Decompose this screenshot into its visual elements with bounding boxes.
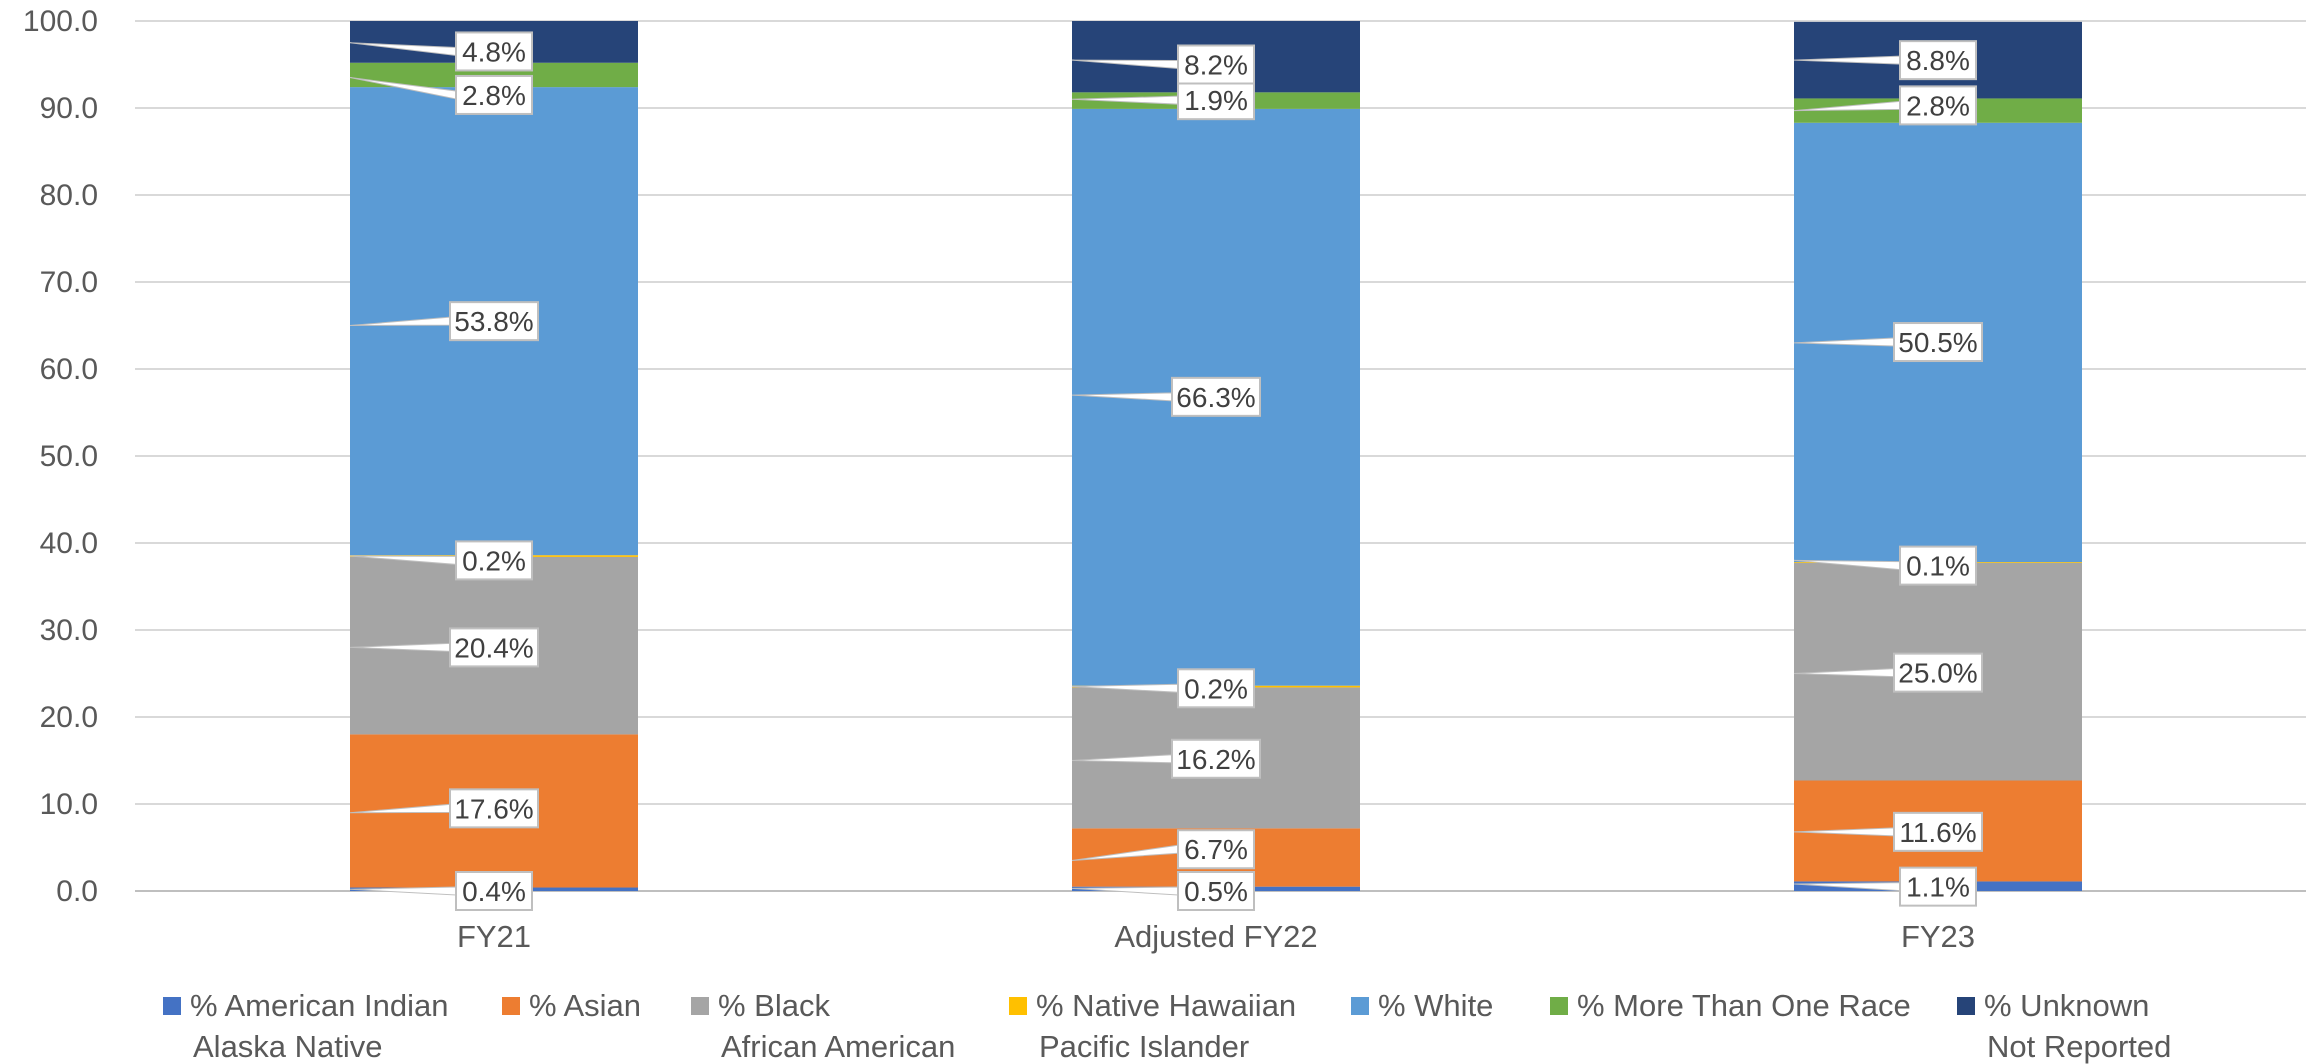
y-tick-label: 0.0 — [56, 875, 98, 908]
data-label: 53.8% — [454, 306, 533, 337]
legend-label: % Unknown — [1984, 988, 2149, 1023]
data-label-box — [455, 74, 533, 115]
y-tick-label: 70.0 — [40, 266, 98, 299]
legend-item[interactable]: % American Indian Alaska Native — [163, 988, 448, 1064]
y-tick-label: 40.0 — [40, 527, 98, 560]
data-label: 2.8% — [1906, 90, 1970, 121]
data-label-box — [455, 31, 533, 72]
data-label: 8.8% — [1906, 45, 1970, 76]
y-axis: 0.0 10.0 20.0 30.0 40.0 50.0 60.0 70.0 80.0 90.0 1… — [23, 5, 98, 908]
data-label-box — [1177, 871, 1255, 911]
legend-item[interactable]: % Native Hawaiian Pacific Islander — [1009, 988, 1296, 1064]
x-category-label: FY21 — [457, 919, 531, 954]
y-tick-label: 10.0 — [40, 788, 98, 821]
data-label-box — [1893, 322, 1983, 363]
legend-item[interactable]: % More Than One Race — [1550, 988, 1911, 1023]
x-category-label: Adjusted FY22 — [1114, 919, 1317, 954]
data-label-box — [1177, 829, 1255, 870]
data-label-box — [1899, 85, 1977, 126]
legend-swatch — [1009, 997, 1027, 1015]
legend-label: Alaska Native — [193, 1029, 383, 1064]
data-label-box — [1177, 44, 1255, 85]
data-label-box — [1899, 545, 1977, 586]
legend-item[interactable]: % Unknown Not Reported — [1957, 988, 2171, 1064]
data-label: 25.0% — [1898, 658, 1977, 689]
data-label: 2.8% — [462, 80, 526, 111]
legend-label: % Asian — [529, 988, 641, 1023]
data-label: 17.6% — [454, 793, 533, 824]
legend: % American Indian Alaska Native % Asian % B… — [163, 988, 2171, 1064]
data-label: 0.1% — [1906, 551, 1970, 582]
data-label: 50.5% — [1898, 327, 1977, 358]
x-axis: FY21 Adjusted FY22 FY23 — [457, 919, 1975, 954]
legend-item[interactable]: % Black African American — [691, 988, 955, 1064]
legend-swatch — [1957, 997, 1975, 1015]
data-label: 0.5% — [1184, 876, 1248, 907]
y-tick-label: 20.0 — [40, 701, 98, 734]
data-label: 6.7% — [1184, 834, 1248, 865]
data-label-box — [1899, 40, 1977, 81]
legend-swatch — [163, 997, 181, 1015]
legend-swatch — [502, 997, 520, 1015]
legend-swatch — [691, 997, 709, 1015]
x-category-label: FY23 — [1901, 919, 1975, 954]
legend-label: African American — [721, 1029, 955, 1064]
legend-label: % White — [1378, 988, 1493, 1023]
data-label: 20.4% — [454, 632, 533, 663]
data-label: 66.3% — [1176, 382, 1255, 413]
y-tick-label: 60.0 — [40, 353, 98, 386]
data-label-box — [1171, 738, 1261, 779]
legend-label: % Native Hawaiian — [1036, 988, 1296, 1023]
legend-label: % More Than One Race — [1577, 988, 1911, 1023]
legend-item[interactable]: % Asian — [502, 988, 641, 1023]
data-label: 16.2% — [1176, 744, 1255, 775]
y-tick-label: 100.0 — [23, 5, 98, 38]
data-label-box — [1893, 811, 1983, 852]
data-label-box — [449, 301, 539, 342]
data-label: 0.2% — [1184, 673, 1248, 704]
data-label: 1.1% — [1906, 872, 1970, 903]
y-tick-label: 80.0 — [40, 179, 98, 212]
legend-label: % Black — [718, 988, 830, 1023]
data-labels: 0.4% 17.6% 20.4% 0.2% 53.8% 2.8% 4.8% 0.5% 6.7% 1… — [349, 31, 1983, 911]
legend-swatch — [1550, 997, 1568, 1015]
y-tick-label: 90.0 — [40, 92, 98, 125]
data-label: 1.9% — [1184, 85, 1248, 116]
data-label-box — [1177, 668, 1255, 709]
data-label-box — [1171, 376, 1261, 417]
legend-swatch — [1351, 997, 1369, 1015]
data-label: 0.2% — [462, 545, 526, 576]
data-label-box — [455, 871, 533, 911]
y-tick-label: 50.0 — [40, 440, 98, 473]
legend-label: % American Indian — [190, 988, 448, 1023]
legend-label: Not Reported — [1987, 1029, 2171, 1064]
data-label-box — [1899, 866, 1977, 907]
y-tick-label: 30.0 — [40, 614, 98, 647]
data-label-box — [449, 627, 539, 668]
data-label: 4.8% — [462, 36, 526, 67]
data-label: 0.4% — [462, 876, 526, 907]
legend-item[interactable]: % White — [1351, 988, 1493, 1023]
data-label-box — [1893, 652, 1983, 693]
data-label-box — [449, 788, 539, 829]
data-label: 8.2% — [1184, 50, 1248, 81]
legend-label: Pacific Islander — [1039, 1029, 1249, 1064]
data-label: 11.6% — [1899, 817, 1976, 848]
data-label-box — [455, 540, 533, 581]
